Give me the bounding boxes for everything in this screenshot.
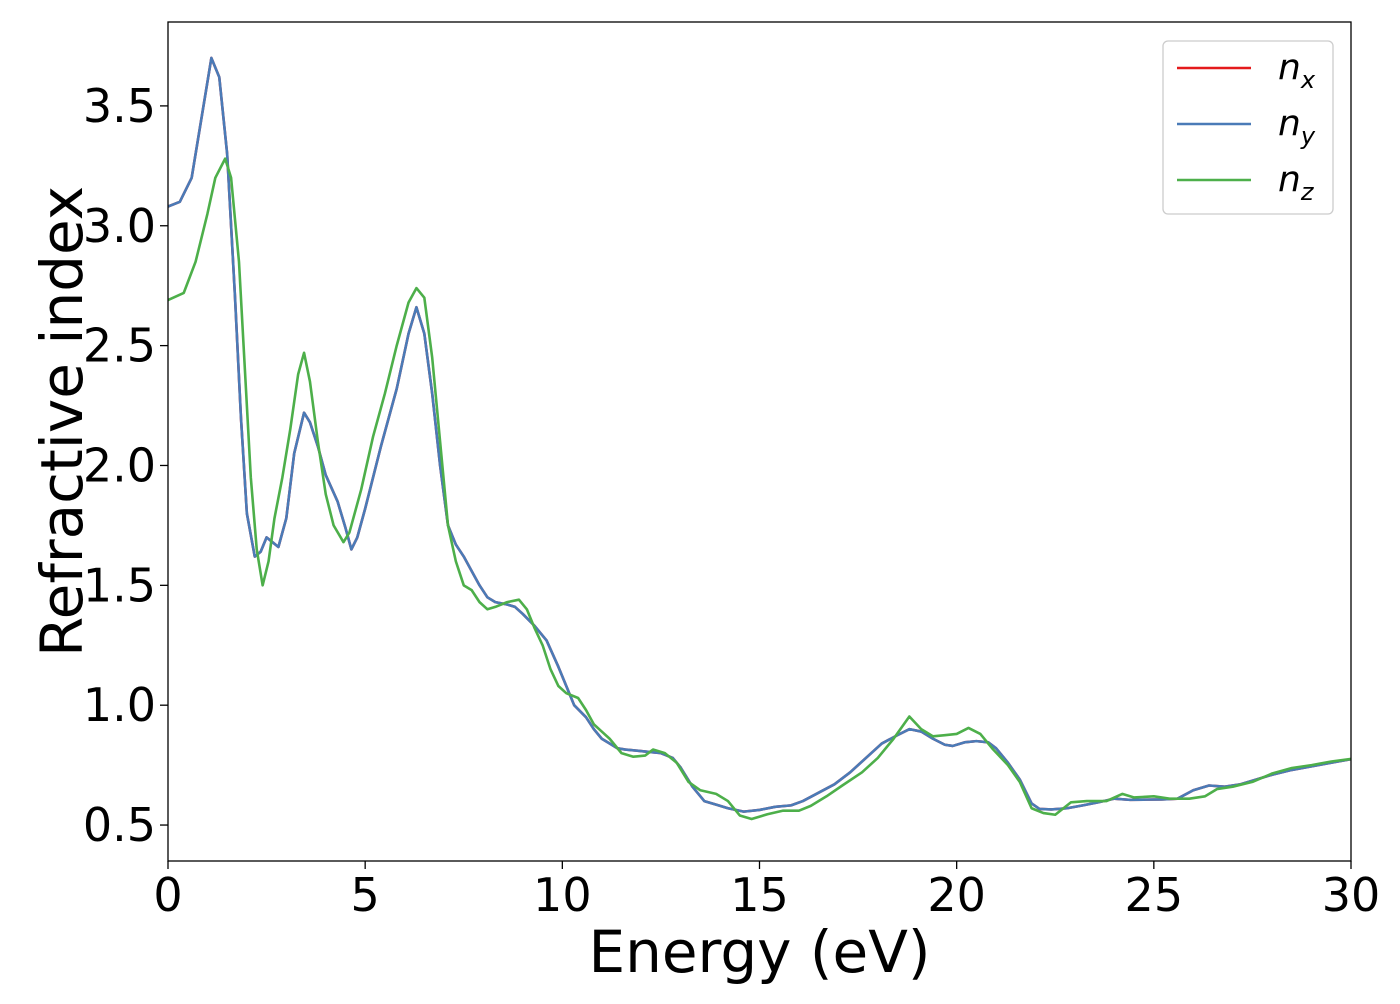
x-tick-label: 0 [153,868,182,922]
x-axis-ticks: 0 5 10 15 20 25 30 [153,861,1380,922]
y-tick-label: 2.0 [83,438,156,492]
x-tick-label: 5 [351,868,380,922]
x-tick-label: 10 [533,868,592,922]
legend-label-nx: nx [1278,47,1316,94]
y-tick-label: 1.0 [83,678,156,732]
y-tick-label: 0.5 [83,798,156,852]
y-tick-label: 2.5 [83,319,156,373]
series-group [168,56,1351,821]
y-tick-label: 3.0 [83,199,156,253]
x-tick-label: 30 [1322,868,1381,922]
y-axis-label: Refractive index [28,186,96,657]
y-tick-label: 3.5 [83,79,156,133]
series-line-ny [168,56,1351,813]
x-tick-label: 25 [1125,868,1184,922]
y-axis-ticks: 0.5 1.0 1.5 2.0 2.5 3.0 3.5 [83,79,168,852]
legend-box [1162,40,1334,215]
legend: nx ny nz [1162,40,1334,215]
x-tick-label: 20 [927,868,986,922]
series-line-nz [168,157,1351,821]
legend-label-ny: ny [1278,103,1316,150]
legend-label-nz: nz [1278,159,1315,206]
x-axis-label: Energy (eV) [588,918,930,986]
y-tick-label: 1.5 [83,558,156,612]
x-tick-label: 15 [730,868,789,922]
